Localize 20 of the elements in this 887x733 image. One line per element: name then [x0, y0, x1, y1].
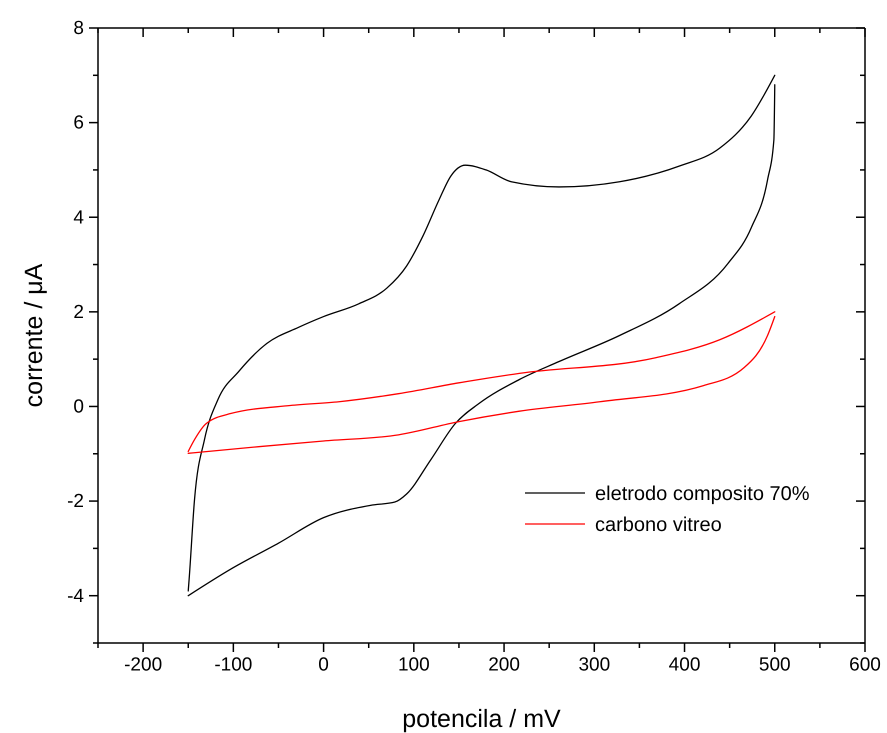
x-tick-label: 400	[668, 654, 700, 676]
x-tick-label: 0	[318, 654, 329, 676]
x-tick-label: -100	[214, 654, 252, 676]
x-tick-label: 500	[758, 654, 791, 676]
y-tick-label: 2	[73, 302, 84, 323]
x-tick-label: 300	[578, 654, 610, 676]
x-tick-label: 100	[398, 654, 430, 676]
x-tick-label: 200	[488, 654, 520, 676]
legend-label: carbono vitreo	[595, 514, 722, 536]
y-tick-label: 8	[73, 18, 84, 40]
x-tick-label: -200	[124, 654, 162, 676]
y-tick-label: -4	[67, 586, 84, 607]
x-tick-label: 600	[849, 654, 881, 676]
y-axis-title: corrente / μA	[20, 263, 48, 408]
legend-label: eletrodo composito 70%	[595, 483, 810, 505]
y-tick-label: -2	[67, 491, 84, 512]
y-tick-label: 6	[73, 112, 84, 134]
x-axis-title: potencila / mV	[402, 705, 562, 733]
y-tick-label: 4	[73, 207, 84, 228]
y-tick-label: 0	[73, 396, 84, 418]
